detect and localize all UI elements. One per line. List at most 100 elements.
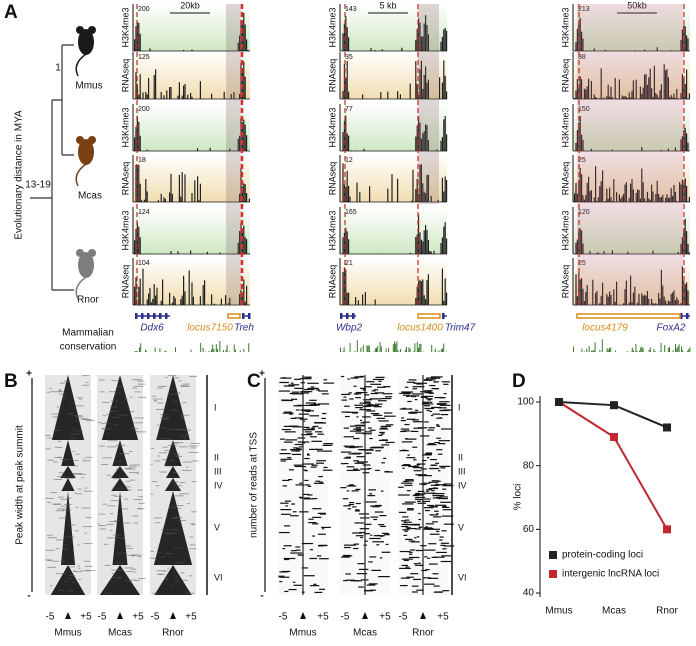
heatmap-read xyxy=(379,428,389,430)
signal xyxy=(369,186,371,202)
legend-swatch xyxy=(549,570,557,578)
heatmap-read xyxy=(431,493,439,495)
heatmap-read xyxy=(290,515,299,517)
heatmap-noise xyxy=(124,545,131,547)
heatmap-noise xyxy=(137,431,146,433)
track-max: 12 xyxy=(345,157,353,164)
signal xyxy=(582,139,584,151)
signal xyxy=(624,95,626,99)
heatmap-read xyxy=(438,440,450,442)
heatmap-read xyxy=(374,392,385,394)
heatmap-read xyxy=(304,431,312,433)
heatmap-read xyxy=(408,556,420,559)
heatmap-read xyxy=(410,430,419,433)
signal xyxy=(674,191,676,202)
signal xyxy=(199,183,201,202)
conservation xyxy=(374,348,376,352)
heatmap-read xyxy=(348,503,355,506)
mouse-ear xyxy=(88,136,96,144)
heatmap-read xyxy=(312,508,322,510)
heatmap-read xyxy=(411,585,419,587)
signal xyxy=(183,85,185,99)
signal xyxy=(387,188,389,202)
heatmap-read xyxy=(439,496,448,498)
heatmap-read xyxy=(281,399,293,402)
heatmap-noise xyxy=(52,416,60,418)
signal xyxy=(155,295,157,305)
signal xyxy=(427,79,429,99)
heatmap-read xyxy=(342,554,351,557)
cluster-label: IV xyxy=(458,480,467,490)
signal xyxy=(611,149,613,151)
heatmap-noise xyxy=(182,402,187,404)
signal xyxy=(211,294,213,305)
heatmap-noise xyxy=(137,380,145,382)
signal xyxy=(180,196,182,202)
heatmap-read xyxy=(410,573,419,575)
heatmap-read xyxy=(442,506,447,508)
heatmap-noise xyxy=(59,517,67,519)
signal xyxy=(630,97,632,99)
signal xyxy=(644,74,646,99)
heatmap-read xyxy=(294,378,301,380)
heatmap-noise xyxy=(105,592,113,594)
heatmap-noise xyxy=(74,530,79,532)
heatmap-noise xyxy=(67,590,74,592)
heatmap-noise xyxy=(47,537,57,539)
heatmap-noise xyxy=(97,421,102,423)
heatmap-read xyxy=(428,442,435,445)
mouse-body xyxy=(78,139,94,165)
heatmap-read xyxy=(405,516,409,518)
heatmap-read xyxy=(432,497,442,499)
heatmap-noise xyxy=(172,481,179,483)
heatmap-noise xyxy=(125,580,132,582)
heatmap-noise xyxy=(102,503,107,505)
heatmap-noise xyxy=(112,537,120,539)
conservation xyxy=(377,345,379,352)
heatmap-read xyxy=(321,417,326,420)
signal xyxy=(593,94,595,99)
heatmap-read xyxy=(312,535,315,537)
heatmap-read xyxy=(404,523,416,526)
signal xyxy=(138,226,140,254)
heatmap-noise xyxy=(66,524,76,526)
signal xyxy=(139,33,141,51)
signal xyxy=(680,303,682,305)
heatmap-noise xyxy=(180,572,185,574)
heatmap-read xyxy=(412,386,425,388)
heatmap-noise xyxy=(78,578,82,580)
signal xyxy=(198,200,200,202)
heatmap-noise xyxy=(182,579,189,581)
mouse-tail xyxy=(75,53,87,77)
heatmap-noise xyxy=(102,415,106,417)
signal xyxy=(399,94,401,99)
exon xyxy=(153,313,156,319)
track-max: 35 xyxy=(345,54,353,61)
heatmap-read xyxy=(368,561,373,563)
heatmap-noise xyxy=(59,393,66,395)
heatmap-read xyxy=(322,444,333,447)
heatmap-read xyxy=(343,445,355,447)
heatmap-read xyxy=(355,406,364,409)
signal xyxy=(166,90,168,99)
signal xyxy=(631,302,633,305)
heatmap-read xyxy=(362,472,370,474)
x-tick-label: -5 xyxy=(151,612,160,623)
heatmap-noise xyxy=(124,467,132,469)
conservation xyxy=(134,351,136,352)
heatmap-noise xyxy=(57,440,61,442)
track-bg xyxy=(573,104,690,151)
heatmap-noise xyxy=(155,485,160,487)
heatmap-read xyxy=(381,551,391,553)
heatmap-read xyxy=(308,521,317,524)
conservation xyxy=(366,345,368,352)
heatmap-noise xyxy=(128,450,133,452)
heatmap-noise xyxy=(70,433,81,435)
signal xyxy=(416,178,418,202)
exon xyxy=(442,313,445,319)
signal xyxy=(614,78,616,99)
signal xyxy=(648,77,650,99)
heatmap-read xyxy=(310,436,317,438)
heatmap-read xyxy=(404,484,413,486)
heatmap-read xyxy=(343,462,349,465)
